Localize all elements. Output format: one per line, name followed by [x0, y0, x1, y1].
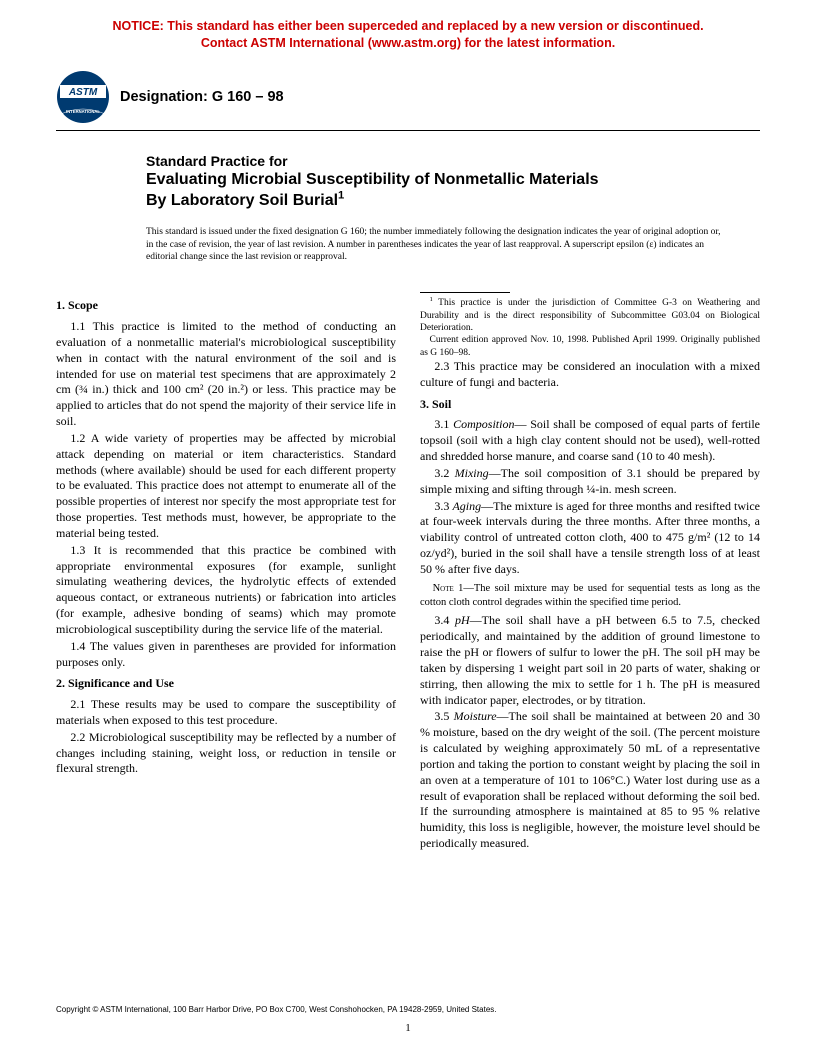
page-number: 1 [0, 1022, 816, 1034]
footnote-block: 1 This practice is under the jurisdictio… [420, 292, 760, 359]
p33-pre: 3.3 [434, 499, 452, 513]
notice-banner: NOTICE: This standard has either been su… [56, 18, 760, 52]
para-2-3: 2.3 This practice may be considered an i… [420, 359, 760, 391]
para-3-2: 3.2 Mixing—The soil composition of 3.1 s… [420, 466, 760, 498]
para-3-4: 3.4 pH—The soil shall have a pH between … [420, 613, 760, 708]
para-2-2: 2.2 Microbiological susceptibility may b… [56, 730, 396, 777]
p35-rest: —The soil shall be maintained at between… [420, 709, 760, 850]
copyright-line: Copyright © ASTM International, 100 Barr… [56, 1005, 497, 1014]
title-line2: By Laboratory Soil Burial [146, 192, 338, 209]
designation-text: Designation: G 160 – 98 [120, 89, 284, 105]
para-1-2: 1.2 A wide variety of properties may be … [56, 431, 396, 542]
section-1-head: 1. Scope [56, 298, 396, 314]
issue-note: This standard is issued under the fixed … [146, 226, 760, 264]
notice-line1: NOTICE: This standard has either been su… [112, 19, 703, 33]
p34-term: pH [455, 613, 470, 627]
footnote-rule [420, 292, 510, 293]
footnote-1b: Current edition approved Nov. 10, 1998. … [420, 334, 760, 359]
p35-pre: 3.5 [434, 709, 453, 723]
para-1-3: 1.3 It is recommended that this practice… [56, 543, 396, 638]
footnote-1a: 1 This practice is under the jurisdictio… [420, 297, 760, 334]
title-main: Evaluating Microbial Susceptibility of N… [146, 170, 760, 212]
notice-line2: Contact ASTM International (www.astm.org… [201, 36, 615, 50]
section-3-head: 3. Soil [420, 397, 760, 413]
footnote-body-a: This practice is under the jurisdiction … [420, 298, 760, 333]
note-label: Note 1 [433, 583, 464, 594]
title-line1: Evaluating Microbial Susceptibility of N… [146, 171, 599, 188]
p33-term: Aging [452, 499, 481, 513]
note-body: —The soil mixture may be used for sequen… [420, 583, 760, 608]
logo-top-text: ASTM [68, 87, 98, 98]
p34-pre: 3.4 [434, 613, 455, 627]
para-1-4: 1.4 The values given in parentheses are … [56, 639, 396, 671]
p31-term: Composition [453, 417, 514, 431]
para-1-1: 1.1 This practice is limited to the meth… [56, 319, 396, 430]
para-3-3: 3.3 Aging—The mixture is aged for three … [420, 499, 760, 578]
p34-rest: —The soil shall have a pH between 6.5 to… [420, 613, 760, 706]
p31-pre: 3.1 [434, 417, 453, 431]
title-sup: 1 [338, 190, 344, 202]
p32-term: Mixing [455, 466, 489, 480]
note-1: Note 1—The soil mixture may be used for … [420, 582, 760, 610]
logo-bottom-text: INTERNATIONAL [66, 109, 100, 114]
title-block: Standard Practice for Evaluating Microbi… [146, 153, 760, 212]
section-2-head: 2. Significance and Use [56, 676, 396, 692]
header-rule [56, 130, 760, 131]
astm-logo: ASTM INTERNATIONAL [56, 70, 110, 124]
para-3-5: 3.5 Moisture—The soil shall be maintaine… [420, 709, 760, 851]
para-3-1: 3.1 Composition— Soil shall be composed … [420, 417, 760, 464]
header-row: ASTM INTERNATIONAL Designation: G 160 – … [56, 70, 760, 124]
title-prefix: Standard Practice for [146, 153, 760, 171]
p32-pre: 3.2 [434, 466, 454, 480]
p35-term: Moisture [454, 709, 497, 723]
para-2-1: 2.1 These results may be used to compare… [56, 697, 396, 729]
body-columns: 1. Scope 1.1 This practice is limited to… [56, 292, 760, 852]
